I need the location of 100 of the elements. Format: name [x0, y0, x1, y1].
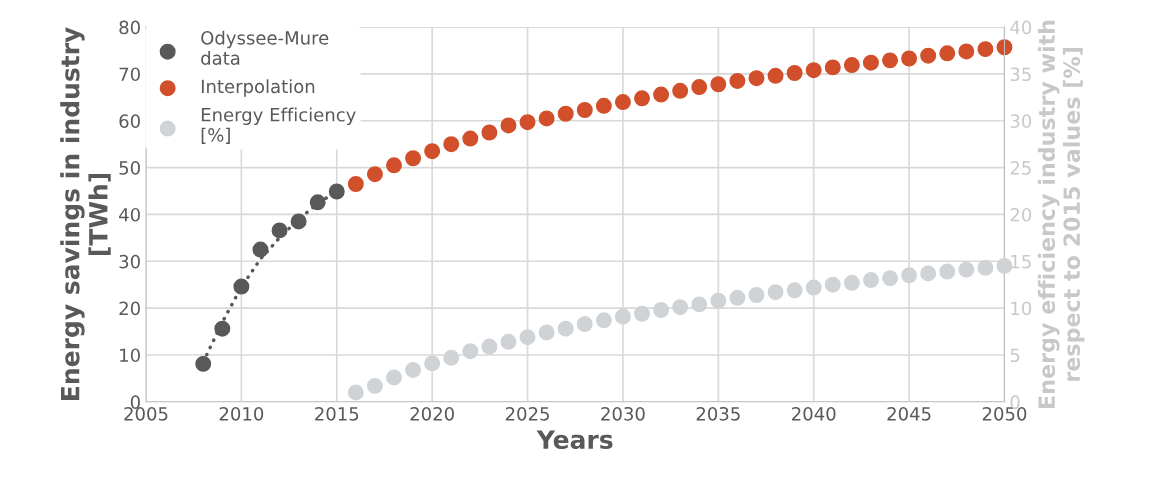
point [576, 316, 593, 333]
point [252, 241, 269, 258]
x-tick-label: 2015 [315, 406, 359, 421]
point [634, 90, 650, 107]
point [481, 338, 498, 355]
x-tick-label: 2050 [982, 406, 1027, 421]
point [366, 166, 383, 183]
legend-label: Interpolation [201, 79, 315, 97]
point [386, 157, 402, 174]
point [653, 86, 670, 103]
point [405, 150, 422, 167]
point [443, 136, 460, 153]
point [672, 299, 689, 316]
y-tick-label: 30 [119, 254, 140, 269]
point [347, 176, 364, 192]
legend-label: Odyssee-Mure data [201, 30, 329, 65]
point [710, 292, 727, 309]
point [977, 259, 994, 276]
point [786, 65, 803, 81]
y-tick-label: 50 [119, 161, 140, 175]
point [214, 320, 231, 337]
point [767, 284, 784, 301]
x-tick-label: 2035 [696, 406, 740, 421]
point [901, 267, 918, 284]
point [576, 102, 593, 118]
point [767, 67, 784, 84]
point [843, 274, 860, 291]
x-tick-label: 2010 [219, 406, 264, 421]
point [614, 308, 631, 325]
x-tick-label: 2040 [792, 406, 836, 421]
point [462, 343, 479, 360]
point [729, 72, 746, 89]
point [309, 194, 326, 211]
point [996, 257, 1013, 274]
point [366, 377, 383, 394]
point [920, 265, 937, 282]
point [691, 296, 708, 313]
point [824, 59, 841, 76]
point [748, 287, 765, 303]
point [691, 79, 708, 96]
x-tick-label: 2020 [410, 406, 454, 421]
y-tick-label: 20 [119, 301, 140, 316]
y-axis-title: Energy savings in industry [TWh] [60, 27, 111, 400]
legend-label: Energy Efficiency [%] [201, 107, 356, 144]
point [462, 130, 479, 147]
point [748, 70, 765, 87]
point [672, 82, 689, 99]
y-tick-label: 70 [119, 67, 140, 82]
y-tick-label: 80 [119, 20, 140, 35]
point [557, 320, 574, 337]
point [328, 183, 345, 200]
y-tick-label: 10 [120, 348, 140, 363]
x-tick-label: 2005 [124, 406, 168, 421]
point [195, 355, 212, 372]
point [443, 349, 460, 366]
point [862, 272, 879, 289]
point [271, 222, 288, 239]
point [958, 43, 975, 60]
x-tick-label: 2045 [887, 406, 931, 421]
point [424, 143, 441, 160]
point [939, 263, 956, 280]
point [519, 329, 536, 346]
point [958, 261, 975, 278]
y2-tick-label: 0 [1010, 395, 1020, 409]
x-axis-title: Years [536, 430, 613, 450]
point [519, 114, 536, 131]
point [347, 384, 364, 401]
y-tick-label: 60 [119, 114, 140, 128]
point [481, 124, 498, 141]
point [634, 305, 650, 322]
point [805, 62, 822, 79]
point [424, 355, 441, 372]
point [882, 270, 898, 287]
point [939, 45, 956, 62]
point [882, 52, 898, 69]
point [977, 41, 994, 58]
point [538, 110, 555, 127]
point [538, 324, 555, 341]
point [729, 289, 746, 306]
point [595, 97, 612, 114]
point [405, 361, 422, 378]
point [786, 282, 803, 299]
point [653, 302, 670, 318]
point [557, 105, 574, 122]
point [901, 50, 918, 67]
point [920, 47, 937, 64]
y-tick-label: 0 [130, 395, 140, 409]
point [824, 276, 841, 293]
point [233, 278, 250, 295]
point [290, 213, 307, 230]
point [843, 57, 860, 74]
point [710, 76, 727, 93]
point [500, 117, 517, 134]
point [595, 312, 612, 329]
y-tick-label: 40 [119, 207, 140, 222]
point [862, 54, 879, 71]
x-tick-label: 2030 [601, 406, 645, 421]
point [614, 94, 631, 111]
point [386, 369, 402, 386]
x-tick-label: 2025 [505, 406, 549, 421]
